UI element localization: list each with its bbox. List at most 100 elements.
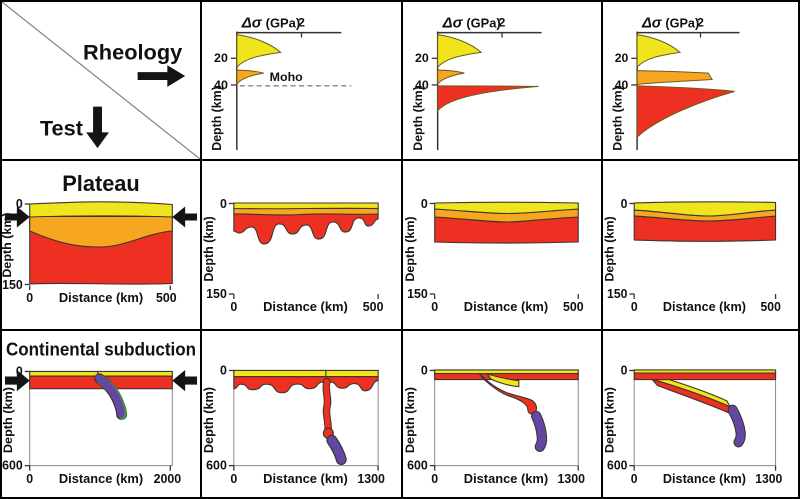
y-tick-40: 40 <box>415 78 429 92</box>
upper-crust-envelope <box>636 34 682 69</box>
mantle-lithosphere-layer <box>233 375 379 394</box>
x-tick-1300: 1300 <box>357 472 385 486</box>
y-tick-0: 0 <box>621 197 628 211</box>
y-tick-0: 0 <box>220 363 227 377</box>
y-tick-40: 40 <box>615 78 629 92</box>
mantle-lithosphere-layer <box>633 372 777 381</box>
depth-axis-label: Depth (km) <box>210 86 224 150</box>
subduction-result-section: 0 600 Depth (km) 0 1300 Distance (km) <box>403 363 585 486</box>
x-tick-500: 500 <box>761 300 781 314</box>
y-tick-0: 0 <box>421 197 428 211</box>
y-tick-20: 20 <box>615 51 629 65</box>
y-tick-40: 40 <box>214 78 228 92</box>
y-tick-0: 0 <box>621 363 628 377</box>
chart-title-unit: (GPa) <box>266 16 300 31</box>
y-tick-0: 0 <box>16 364 23 378</box>
lower-crust-layer <box>233 207 379 216</box>
corner-graphic: Rheology Test <box>2 2 200 159</box>
upper-crust-layer <box>29 201 173 218</box>
upper-crust-layer <box>434 201 579 215</box>
x-tick-0: 0 <box>431 300 438 314</box>
x-tick-0: 0 <box>631 300 638 314</box>
plateau-result-intermediate: 0 150 Depth (km) 0 500 Distance (km) <box>403 161 603 331</box>
plateau-result-section: 0 150 Depth (km) 0 500 Distance (km) <box>202 197 384 314</box>
y-tick-150: 150 <box>206 287 227 301</box>
mantle-envelope <box>437 85 539 112</box>
distance-axis-label: Distance (km) <box>663 299 746 314</box>
upper-crust-layer <box>633 201 777 217</box>
row-axis-title: Test <box>40 115 83 140</box>
y-tick-600: 600 <box>206 459 227 473</box>
chart-title-symbol: Δσ <box>442 16 464 32</box>
crust-pocket <box>485 372 520 388</box>
continuous-slab <box>727 404 746 448</box>
lower-crust-envelope <box>236 69 264 86</box>
axes <box>24 203 171 290</box>
x-tick-0: 0 <box>230 300 237 314</box>
y-tick-20: 20 <box>214 51 228 65</box>
slab-mantle-stripe <box>650 377 737 417</box>
strength-envelope-chart: Δσ (GPa) 2 20 40 Depth (km) <box>611 16 740 151</box>
mantle-lithosphere-layer <box>434 372 579 381</box>
depth-axis-label: Depth (km) <box>2 212 14 277</box>
plateau-result-section: 0 150 Depth (km) 0 500 Distance (km) <box>603 197 781 314</box>
x-tick-label: 2 <box>697 16 704 30</box>
rheology-panel-crust-only: Δσ (GPa) 2 20 40 Depth (km) Moho <box>202 2 403 161</box>
rheology-panel-weak-mantle: Δσ (GPa) 2 20 40 Depth (km) <box>403 2 603 161</box>
distance-axis-label: Distance (km) <box>263 299 348 314</box>
plateau-result-weak: 0 150 Depth (km) 0 500 Distance (km) <box>202 161 403 331</box>
x-tick-1300: 1300 <box>755 472 782 486</box>
y-tick-0: 0 <box>220 197 227 211</box>
distance-axis-label: Distance (km) <box>464 471 548 486</box>
chart-title-symbol: Δσ <box>241 16 263 32</box>
y-tick-0: 0 <box>16 197 23 211</box>
x-tick-label: 2 <box>499 16 506 30</box>
subduction-result-section: 0 600 Depth (km) 0 1300 Distance (km) <box>202 363 385 486</box>
y-tick-600: 600 <box>407 459 428 473</box>
slab-body <box>95 374 125 418</box>
panel-title: Continental subduction <box>6 339 196 359</box>
matrix-corner-cell: Rheology Test <box>2 2 202 161</box>
y-tick-20: 20 <box>415 51 429 65</box>
subduction-result-weak: 0 600 Depth (km) 0 1300 Distance (km) <box>202 331 403 497</box>
left-compression-arrow-icon <box>4 369 30 392</box>
depth-axis-label: Depth (km) <box>202 216 216 281</box>
slab-body <box>728 405 745 447</box>
slab-conduit <box>323 378 331 434</box>
mantle-envelope <box>636 85 735 139</box>
x-tick-0: 0 <box>230 472 237 486</box>
chart-title-unit: (GPa) <box>466 16 500 31</box>
distance-axis-label: Distance (km) <box>59 290 143 305</box>
axes <box>228 202 379 299</box>
distance-axis-label: Distance (km) <box>464 299 548 314</box>
subduction-setup-panel: Continental subduction 0 600 Depth (km) … <box>2 331 202 497</box>
axes <box>429 369 579 471</box>
axes <box>429 202 579 299</box>
depth-axis-label: Depth (km) <box>202 387 216 453</box>
crust-layer <box>233 369 379 378</box>
upper-crust-envelope <box>437 34 483 69</box>
plateau-result-section: 0 150 Depth (km) 0 500 Distance (km) <box>403 197 584 314</box>
axes <box>228 369 379 471</box>
moho-label: Moho <box>270 70 304 84</box>
y-tick-150: 150 <box>607 287 627 301</box>
slab-body <box>532 411 547 451</box>
plateau-setup-panel: Plateau 0 150 Depth (km) 0 500 Distance … <box>2 161 202 331</box>
rheology-panel-strong-mantle: Δσ (GPa) 2 20 40 Depth (km) <box>603 2 798 161</box>
subduction-result-intermediate: 0 600 Depth (km) 0 1300 Distance (km) <box>403 331 603 497</box>
x-tick-500: 500 <box>563 300 584 314</box>
depth-axis-label: Depth (km) <box>2 387 15 453</box>
axes <box>24 370 171 471</box>
subduction-result-section: 0 600 Depth (km) 0 1300 Distance (km) <box>603 363 782 486</box>
plateau-setup-section: Plateau 0 150 Depth (km) 0 500 Distance … <box>2 171 198 305</box>
mantle-lithosphere-layer <box>233 213 379 245</box>
distance-axis-label: Distance (km) <box>59 471 143 486</box>
x-tick-0: 0 <box>431 472 438 486</box>
x-tick-0: 0 <box>26 472 33 486</box>
diagonal-divider <box>2 2 200 159</box>
depth-axis-label: Depth (km) <box>403 216 417 281</box>
plateau-result-strong: 0 150 Depth (km) 0 500 Distance (km) <box>603 161 798 331</box>
down-arrow-icon <box>86 106 109 149</box>
broken-slab <box>530 410 548 453</box>
